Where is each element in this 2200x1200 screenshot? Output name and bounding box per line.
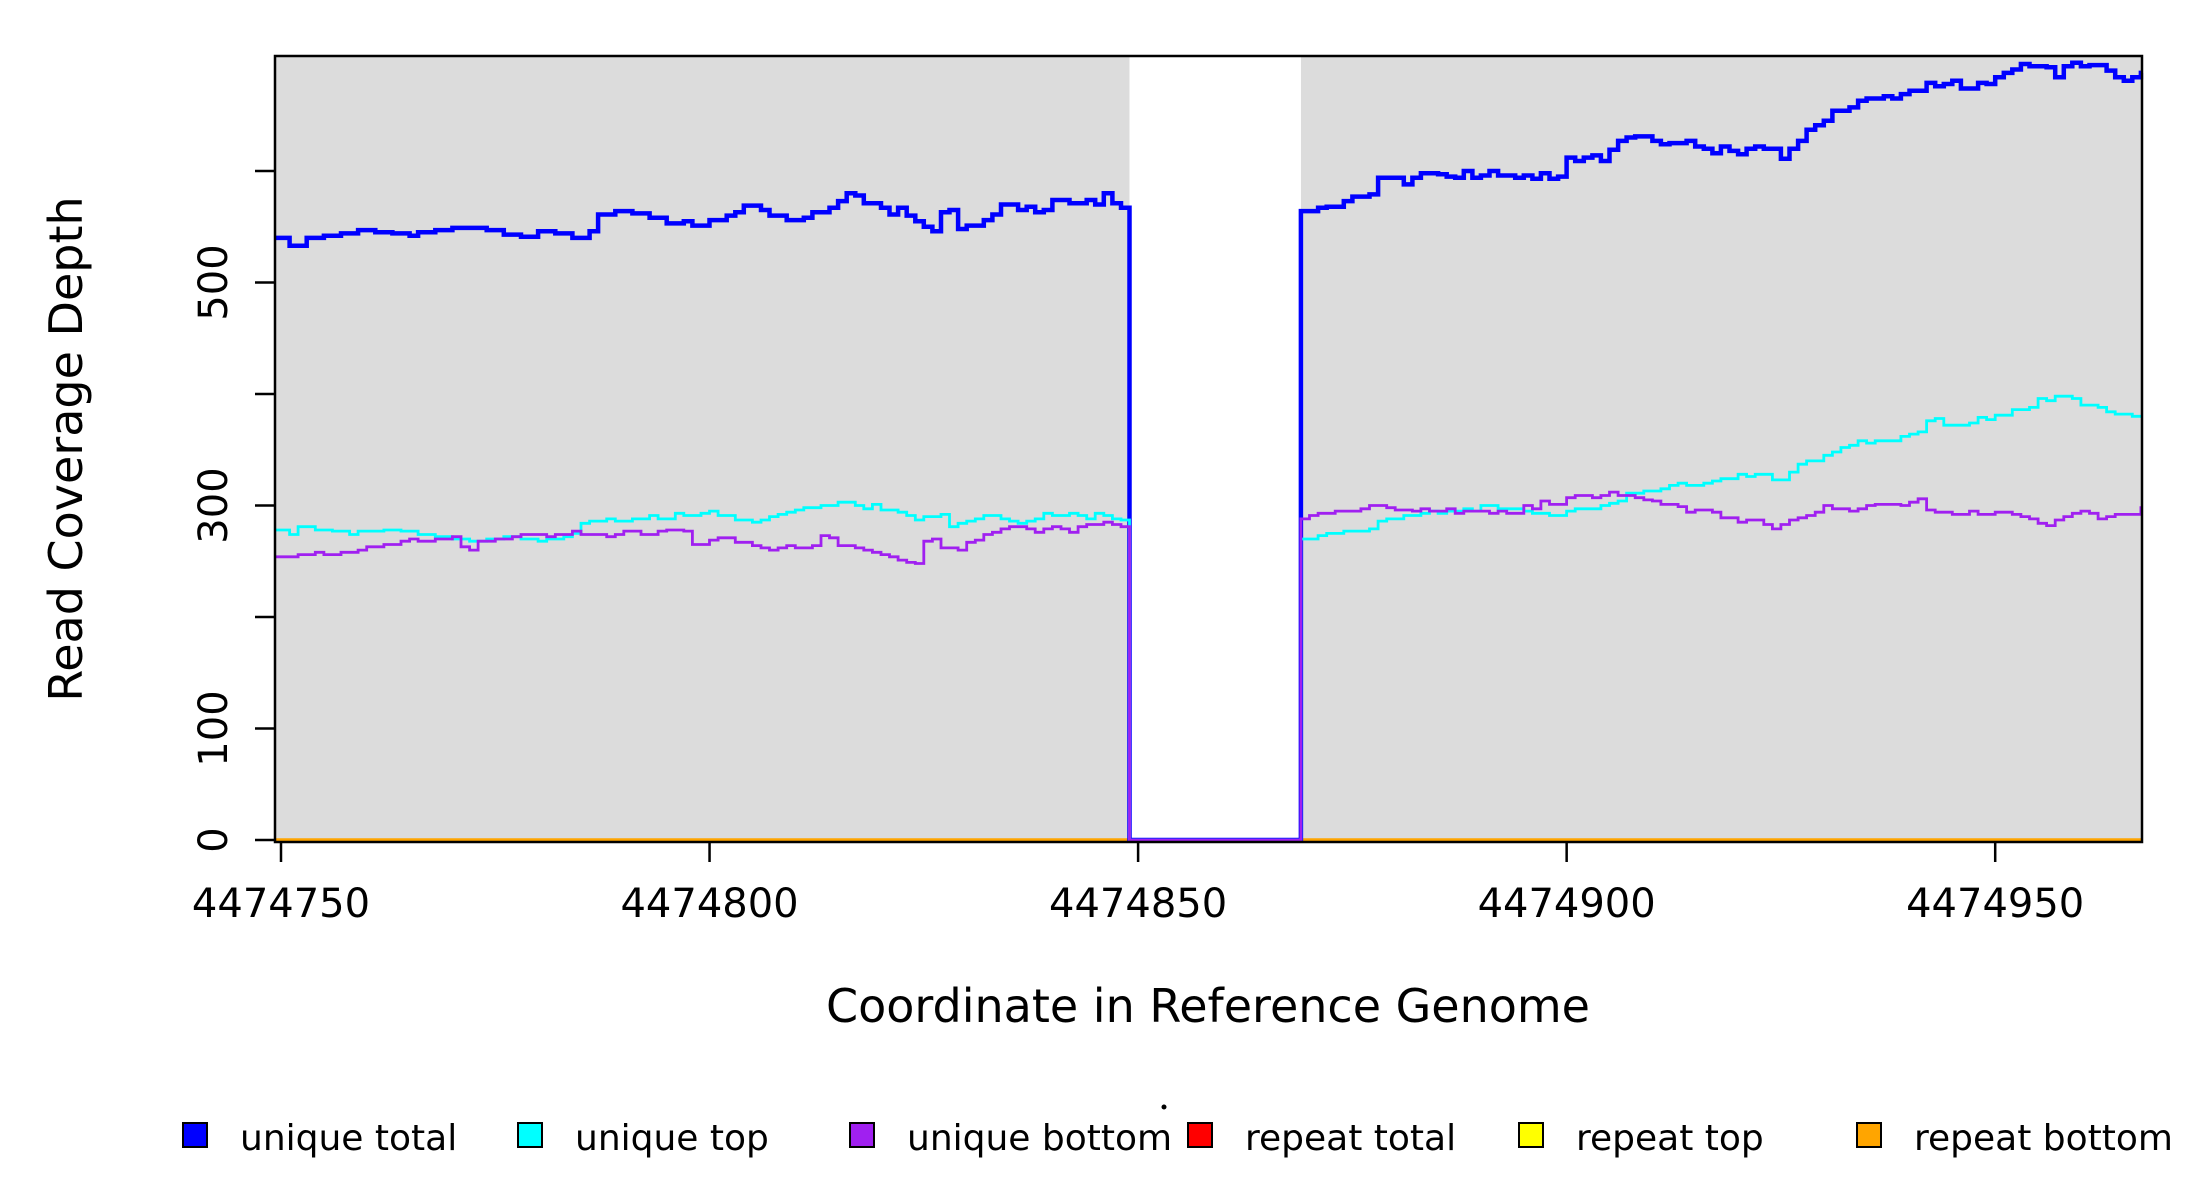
legend-swatch-unique-total [182, 1122, 208, 1148]
x-tick-label: 4474750 [192, 881, 370, 927]
y-tick-label: 0 [191, 827, 237, 852]
x-tick-label: 4474850 [1049, 881, 1227, 927]
y-axis: 0 100 300 500 [191, 169, 275, 853]
legend-label-repeat-top: repeat top [1576, 1118, 1764, 1159]
y-axis-title: Read Coverage Depth [39, 196, 93, 701]
series-line-unique-bottom [275, 490, 2143, 842]
series-line-unique-total [275, 60, 2144, 843]
legend-swatch-repeat-bottom [1856, 1122, 1882, 1148]
x-axis: 4474750 4474800 4474850 4474900 4474950 [192, 842, 2084, 927]
x-tick-label: 4474950 [1906, 881, 2084, 927]
plot-bg-right [1300, 56, 2142, 842]
plot-bg-left [275, 56, 1130, 842]
legend-swatch-unique-bottom [849, 1122, 875, 1148]
legend-label-unique-top: unique top [575, 1118, 769, 1159]
legend-label-unique-total: unique total [240, 1118, 457, 1159]
legend-swatch-unique-top [517, 1122, 543, 1148]
legend-label-repeat-total: repeat total [1245, 1118, 1456, 1159]
series-line-unique-top [275, 394, 2142, 842]
legend-swatch-repeat-top [1518, 1122, 1544, 1148]
plot-background-group [275, 56, 2142, 842]
y-tick-label: 300 [191, 467, 237, 543]
x-axis-title: Coordinate in Reference Genome [826, 979, 1590, 1033]
x-tick-label: 4474900 [1478, 881, 1656, 927]
stray-point-dot [1161, 1104, 1167, 1110]
plot-frame-group [273, 54, 2144, 844]
legend: unique total unique top unique bottom repea… [182, 1118, 2173, 1159]
coverage-gap-band [1129, 56, 1301, 842]
plot-border [273, 54, 2144, 844]
legend-label-repeat-bottom: repeat bottom [1914, 1118, 2173, 1159]
x-tick-label: 4474800 [620, 881, 798, 927]
y-tick-label: 100 [191, 690, 237, 766]
legend-swatch-repeat-total [1187, 1122, 1213, 1148]
y-tick-label: 500 [191, 244, 237, 320]
legend-label-unique-bottom: unique bottom [907, 1118, 1172, 1159]
